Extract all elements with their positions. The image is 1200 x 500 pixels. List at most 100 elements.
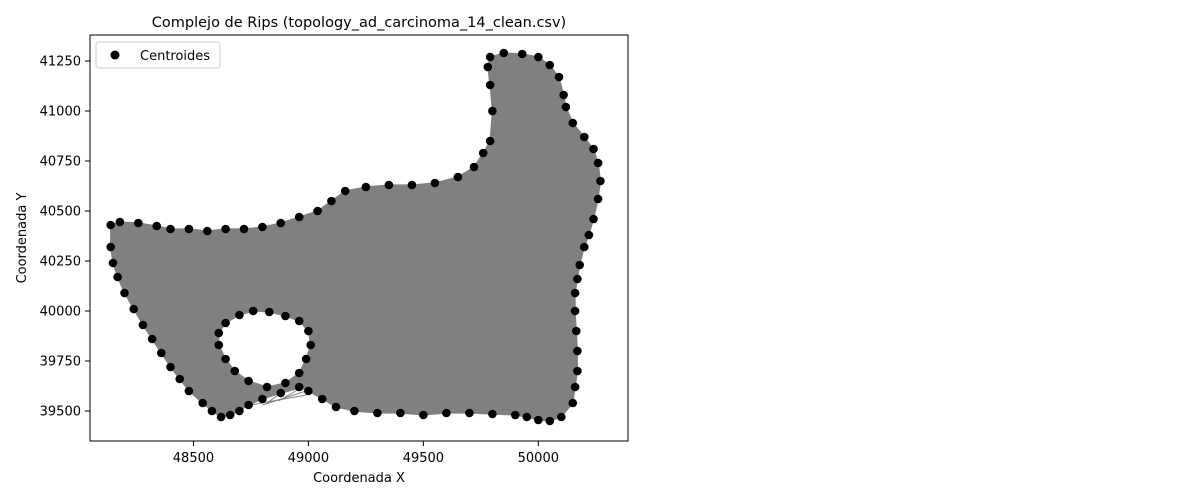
centroid-point — [593, 158, 603, 168]
y-tick-label: 40500 — [40, 205, 81, 220]
centroid-point — [573, 346, 582, 356]
centroid-point — [198, 398, 207, 408]
y-tick-label: 40250 — [40, 255, 81, 270]
centroid-point — [545, 60, 555, 70]
x-tick-label: 48500 — [173, 451, 214, 466]
centroid-point — [580, 132, 589, 142]
centroid-point — [265, 307, 274, 317]
centroid-point — [573, 366, 582, 376]
plot-area-frame — [89, 34, 629, 442]
centroid-point — [568, 398, 578, 408]
centroid-point — [235, 310, 244, 320]
centroid-point — [485, 80, 495, 90]
y-tick-label: 40750 — [40, 155, 81, 170]
centroid-point — [313, 206, 322, 216]
centroid-point — [157, 348, 166, 358]
centroid-point — [442, 408, 451, 418]
centroid-point — [517, 49, 527, 59]
centroid-point — [304, 326, 313, 336]
centroid-point — [129, 304, 138, 314]
centroid-point — [214, 340, 224, 350]
complex-filled-region — [110, 52, 602, 422]
centroid-point — [244, 400, 253, 410]
centroid-point — [106, 220, 115, 230]
centroid-point — [113, 272, 122, 282]
centroid-point — [294, 382, 304, 392]
centroid-point — [221, 224, 230, 234]
centroid-point — [152, 221, 161, 231]
centroid-point — [419, 410, 428, 420]
centroid-point — [258, 222, 267, 232]
centroid-point — [106, 242, 115, 252]
centroid-point — [281, 378, 290, 388]
centroid-point — [534, 52, 543, 62]
centroid-point — [317, 394, 327, 404]
centroid-point — [430, 178, 440, 188]
centroid-point — [166, 224, 175, 234]
centroid-point — [184, 224, 194, 234]
centroid-point — [350, 406, 359, 416]
legend-label-centroides: Centroides — [140, 49, 210, 64]
centroid-point — [465, 408, 474, 418]
centroid-point — [575, 260, 584, 270]
centroid-point — [294, 212, 304, 222]
centroid-point — [534, 415, 543, 425]
centroid-point — [407, 180, 417, 190]
centroid-point — [485, 136, 495, 146]
centroid-point — [147, 334, 157, 344]
complex-edge — [266, 372, 309, 404]
centroid-point — [207, 406, 217, 416]
centroid-point — [138, 320, 148, 330]
x-tick-label: 49000 — [288, 451, 329, 466]
y-axis-ticks: 39500 39750 40000 40250 40500 40750 41000 41250 — [40, 55, 90, 420]
centroid-point — [221, 318, 230, 328]
centroid-point — [108, 258, 118, 268]
y-tick-label: 39500 — [40, 405, 81, 420]
centroid-point — [453, 172, 463, 182]
y-axis-label: Coordenada Y — [15, 193, 30, 284]
centroid-point — [522, 412, 532, 422]
centroid-point — [230, 366, 240, 376]
complex-edge — [278, 380, 314, 402]
centroid-point — [593, 194, 603, 204]
y-tick-label: 39750 — [40, 355, 81, 370]
centroid-point — [580, 242, 589, 252]
centroid-point — [478, 148, 488, 158]
legend-marker-centroides — [110, 50, 120, 60]
x-axis-label: Coordenada X — [313, 471, 405, 486]
centroid-point — [203, 226, 212, 236]
centroid-point — [262, 382, 272, 392]
centroid-point — [557, 412, 566, 422]
legend-box — [95, 41, 221, 69]
centroid-point — [469, 162, 479, 172]
centroid-points — [106, 48, 605, 426]
centroid-point — [294, 316, 304, 326]
centroid-point — [584, 230, 594, 240]
centroid-point — [488, 106, 497, 116]
centroid-point — [570, 382, 580, 392]
centroid-point — [589, 214, 598, 224]
centroid-point — [239, 224, 249, 234]
centroid-point — [559, 90, 568, 100]
centroid-point — [301, 354, 311, 364]
centroid-point — [596, 176, 605, 186]
centroid-point — [361, 182, 371, 192]
centroid-point — [184, 386, 194, 396]
centroid-point — [235, 406, 244, 416]
y-tick-label: 41000 — [40, 105, 81, 120]
centroid-point — [327, 196, 336, 206]
centroid-point — [331, 402, 341, 412]
centroid-point — [483, 62, 493, 72]
centroid-point — [175, 374, 184, 384]
centroid-point — [225, 410, 235, 420]
centroid-point — [572, 326, 581, 336]
centroid-point — [373, 408, 382, 418]
centroid-point — [294, 368, 304, 378]
centroid-point — [115, 217, 125, 227]
centroid-point — [276, 388, 286, 398]
x-tick-label: 49500 — [403, 451, 444, 466]
centroid-point — [166, 362, 175, 372]
centroid-point — [589, 144, 598, 154]
x-axis-ticks: 48500 49000 49500 50000 — [173, 441, 559, 466]
centroid-point — [499, 48, 509, 58]
